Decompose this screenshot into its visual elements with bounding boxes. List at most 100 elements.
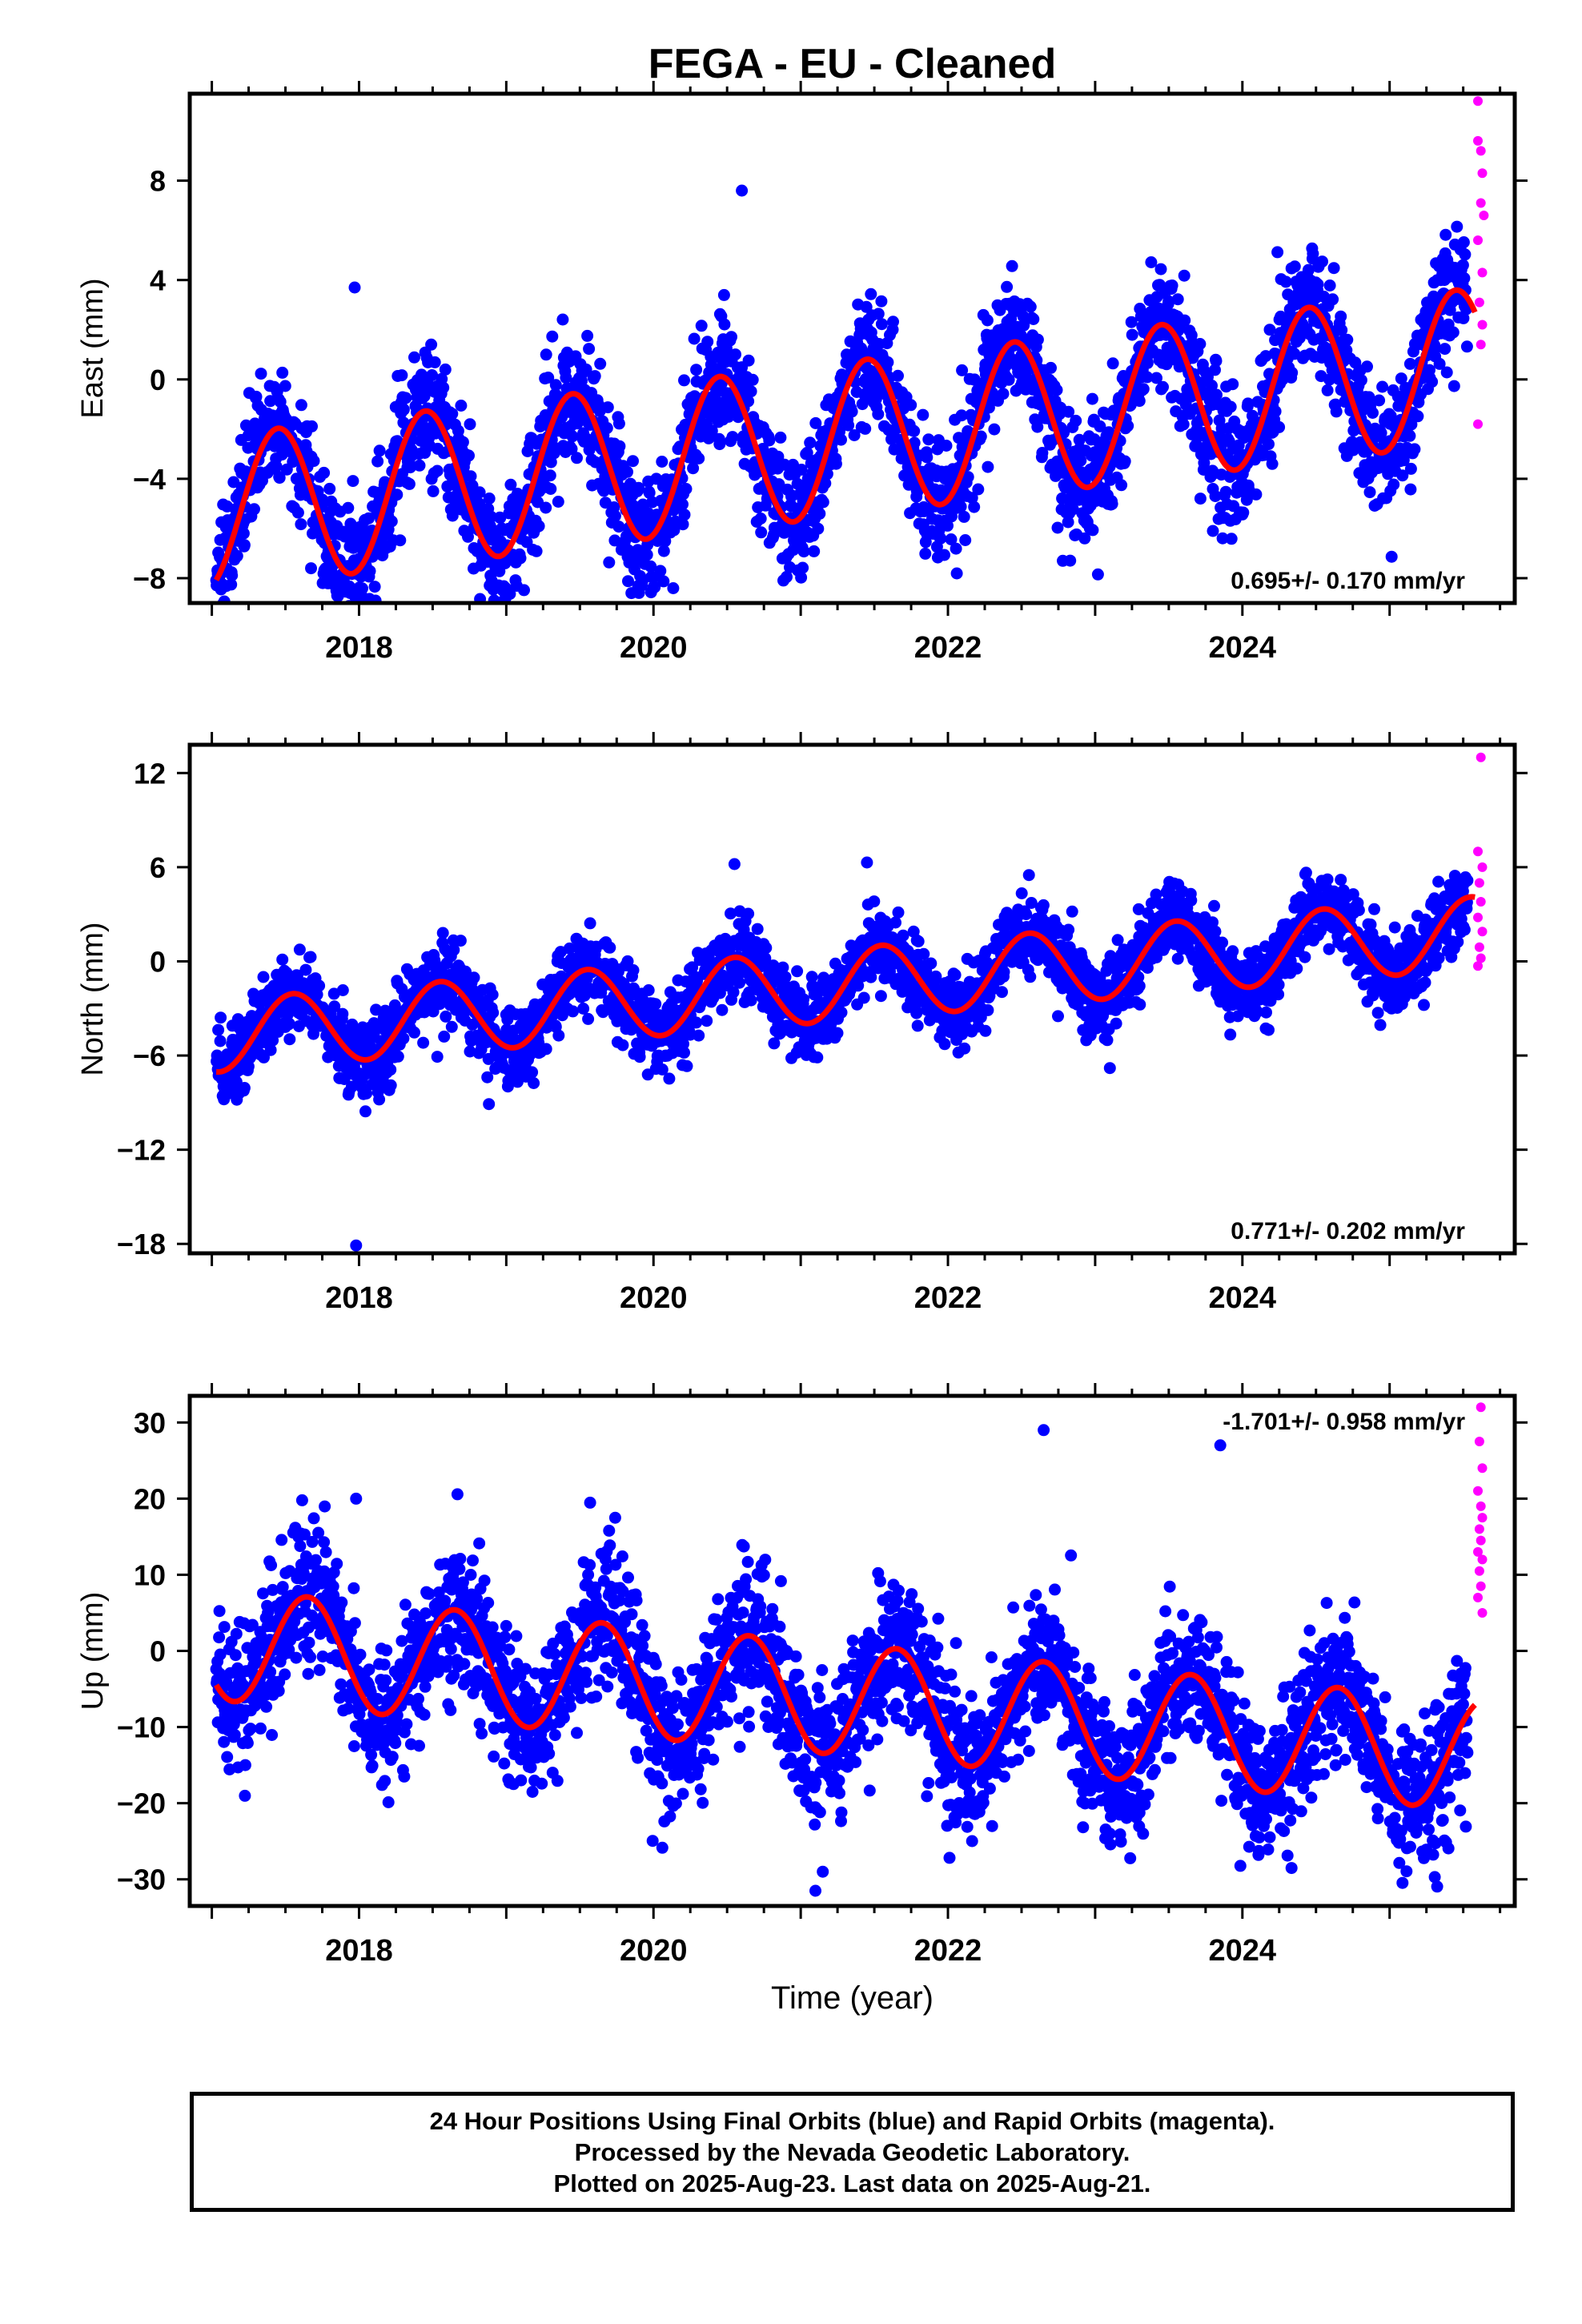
data-point (842, 419, 855, 432)
data-point (279, 380, 291, 392)
data-point (1456, 259, 1469, 271)
data-point (949, 968, 962, 981)
rapid-data-point (1473, 235, 1483, 245)
data-point (214, 605, 226, 617)
data-point (1387, 478, 1400, 491)
data-point (1166, 279, 1178, 292)
data-point (705, 424, 718, 437)
data-point (1335, 324, 1348, 336)
data-point (304, 951, 317, 963)
data-point (922, 433, 935, 446)
data-point (938, 1038, 951, 1051)
data-point (345, 604, 357, 616)
data-point (396, 369, 408, 382)
data-point (604, 941, 616, 954)
data-point (307, 1027, 319, 1040)
data-point (1363, 486, 1376, 499)
data-point (755, 526, 768, 539)
data-point (363, 565, 376, 577)
data-point (1263, 438, 1275, 451)
data-point (404, 461, 416, 474)
data-point (305, 562, 317, 575)
data-point (677, 518, 689, 531)
data-point (215, 1011, 227, 1024)
data-point (1133, 395, 1146, 408)
data-point (373, 1093, 386, 1106)
rapid-data-point (1473, 135, 1483, 146)
data-point (283, 1033, 296, 1046)
data-point (819, 477, 832, 489)
rapid-data-point (1476, 198, 1486, 208)
data-point (250, 390, 263, 403)
data-point (1225, 533, 1238, 545)
data-point (678, 509, 691, 521)
data-point (1178, 269, 1191, 282)
data-point (1403, 357, 1416, 370)
data-point (760, 942, 773, 955)
data-point (1051, 521, 1064, 534)
data-point (1459, 248, 1472, 261)
data-point (608, 509, 621, 522)
data-point (717, 288, 730, 301)
data-point (616, 1039, 629, 1051)
data-point (725, 331, 737, 344)
data-point (745, 385, 757, 398)
data-point (1086, 524, 1099, 537)
data-point (437, 381, 450, 394)
data-point (1404, 462, 1417, 475)
x-tick-label: 2018 (325, 631, 393, 665)
data-point (1125, 316, 1138, 328)
y-tick-label: −4 (133, 463, 166, 496)
data-point (859, 422, 872, 435)
data-point (1002, 373, 1015, 386)
data-point (817, 496, 829, 509)
data-point (384, 1063, 397, 1076)
data-point (612, 521, 625, 533)
data-point (1279, 275, 1292, 288)
data-point (791, 965, 804, 978)
data-point (1458, 271, 1471, 284)
data-point (1266, 457, 1279, 470)
data-point (1015, 887, 1028, 899)
data-point (938, 549, 950, 561)
data-point (981, 314, 994, 327)
data-point (872, 408, 885, 420)
data-point (736, 184, 749, 197)
data-point (654, 565, 667, 577)
data-point (627, 964, 640, 976)
data-point (1347, 444, 1359, 456)
data-point (318, 466, 331, 479)
data-point (974, 430, 987, 443)
data-point (582, 1012, 595, 1025)
data-point (464, 418, 476, 431)
data-point (384, 1079, 397, 1092)
data-point (726, 431, 739, 444)
x-tick-label: 2022 (914, 631, 982, 665)
data-point (950, 542, 962, 555)
data-point (942, 519, 954, 532)
data-point (1066, 503, 1079, 516)
data-point (1451, 220, 1464, 233)
data-point (644, 560, 657, 573)
data-point (908, 436, 921, 449)
data-point (681, 1059, 693, 1072)
data-point (323, 482, 336, 495)
data-point (905, 399, 917, 412)
rapid-data-point (1479, 211, 1489, 220)
data-point (687, 462, 700, 475)
data-point (1031, 333, 1044, 346)
data-point (394, 534, 407, 547)
data-point (584, 917, 596, 930)
data-point (742, 354, 755, 367)
data-point (1006, 259, 1018, 272)
data-point (347, 613, 359, 625)
data-point (273, 472, 286, 485)
data-point (1327, 293, 1339, 306)
data-point (238, 539, 251, 552)
data-point (518, 584, 530, 597)
data-point (625, 587, 638, 600)
data-point (622, 575, 634, 588)
data-point (413, 459, 426, 472)
data-point (373, 444, 386, 457)
